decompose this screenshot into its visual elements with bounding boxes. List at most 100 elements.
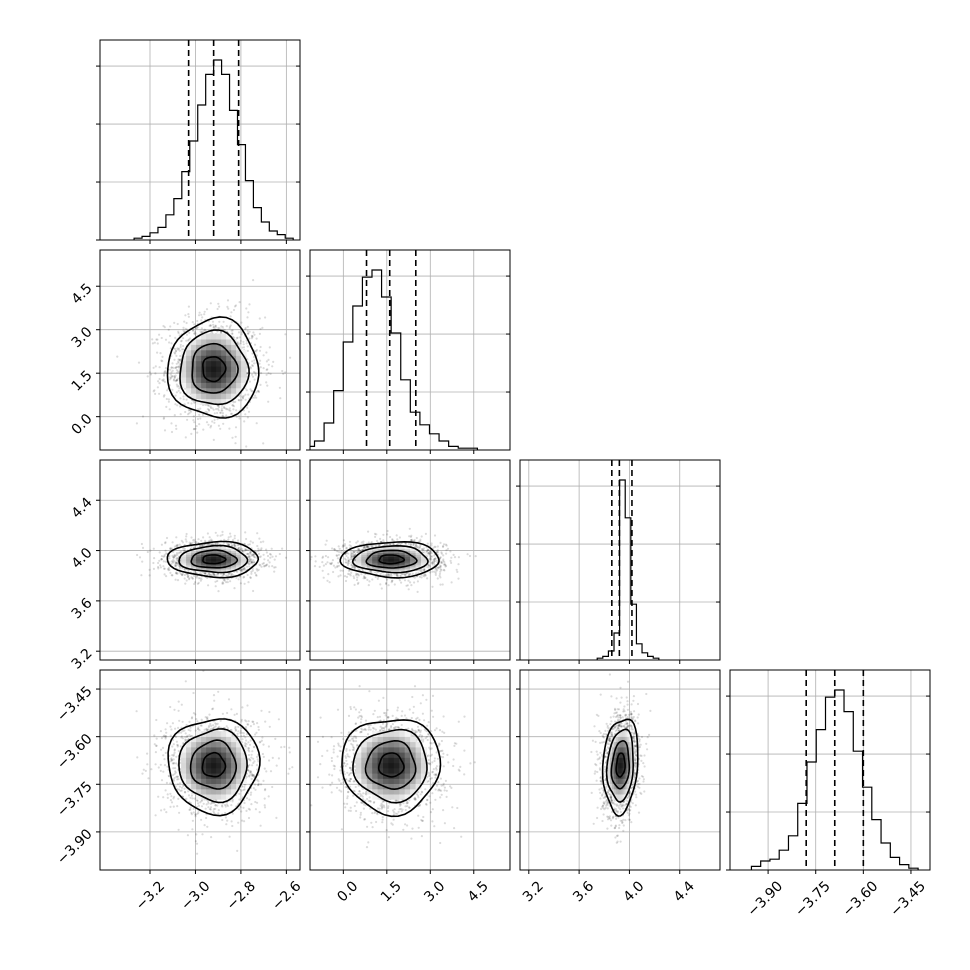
density-cell: [211, 360, 217, 367]
density-cell: [211, 339, 217, 345]
scatter-point: [249, 367, 252, 370]
scatter-point: [266, 563, 269, 566]
scatter-point: [227, 573, 230, 576]
scatter-point: [279, 397, 282, 400]
scatter-point: [179, 343, 182, 346]
scatter-point: [259, 383, 262, 386]
scatter-point: [238, 417, 241, 420]
scatter-point: [174, 394, 177, 397]
scatter-point: [252, 559, 255, 562]
density-cell: [186, 558, 192, 561]
scatter-point: [238, 336, 241, 339]
scatter-point: [218, 320, 221, 323]
scatter-point: [157, 565, 160, 569]
scatter-point: [233, 537, 236, 540]
scatter-point: [343, 544, 346, 547]
scatter-point: [415, 536, 418, 540]
scatter-point: [185, 532, 188, 536]
scatter-point: [400, 573, 404, 576]
scatter-point: [210, 573, 213, 576]
scatter-point: [162, 379, 165, 382]
scatter-point: [174, 403, 177, 406]
scatter-point: [170, 377, 173, 380]
scatter-point: [237, 331, 241, 334]
scatter-point: [232, 308, 236, 312]
scatter-point: [268, 561, 271, 564]
scatter-point: [254, 350, 257, 353]
scatter-point: [400, 581, 403, 584]
scatter-point: [389, 535, 392, 539]
scatter-point: [331, 559, 334, 562]
scatter-point: [395, 534, 398, 537]
scatter-point: [216, 579, 219, 583]
scatter-point: [250, 570, 253, 574]
scatter-point: [190, 402, 193, 405]
scatter-point: [178, 387, 181, 390]
scatter-point: [427, 552, 430, 555]
scatter-point: [184, 436, 187, 439]
scatter-point: [218, 327, 221, 330]
scatter-point: [220, 404, 224, 407]
scatter-point: [176, 544, 179, 547]
scatter-point: [433, 554, 436, 557]
y-tick-label: 3.0: [69, 324, 96, 351]
scatter-point: [355, 574, 358, 577]
density-cell: [196, 382, 202, 389]
scatter-point: [272, 360, 275, 363]
scatter-point: [253, 561, 256, 564]
scatter-point: [221, 575, 224, 578]
scatter-point: [234, 426, 238, 429]
scatter-point: [363, 575, 366, 578]
scatter-point: [256, 544, 259, 548]
density-cell: [211, 560, 217, 563]
scatter-point: [253, 555, 256, 559]
scatter-point: [222, 573, 225, 576]
scatter-point: [241, 549, 244, 553]
scatter-point: [436, 568, 439, 571]
scatter-panel-0-1: 0.01.53.04.5: [69, 249, 301, 454]
scatter-point: [215, 408, 218, 411]
scatter-point: [181, 573, 184, 577]
scatter-point: [322, 576, 325, 579]
scatter-point: [169, 347, 172, 350]
scatter-point: [151, 338, 154, 341]
scatter-point: [187, 339, 190, 342]
scatter-point: [255, 350, 258, 353]
scatter-point: [173, 375, 176, 379]
scatter-point: [433, 558, 436, 561]
scatter-point: [442, 543, 446, 546]
scatter-point: [332, 564, 335, 567]
scatter-point: [191, 577, 194, 580]
scatter-point: [431, 555, 434, 558]
scatter-point: [253, 362, 256, 365]
scatter-point: [223, 328, 226, 332]
scatter-point: [413, 576, 416, 579]
scatter-point: [350, 564, 353, 567]
scatter-point: [222, 328, 225, 331]
density-cell: [191, 377, 197, 383]
scatter-point: [245, 389, 248, 392]
scatter-point: [268, 552, 272, 556]
scatter-point: [382, 533, 385, 536]
scatter-point: [259, 327, 262, 331]
scatter-point: [170, 560, 173, 563]
scatter-point: [376, 577, 379, 581]
scatter-point: [164, 549, 167, 552]
scatter-point: [377, 544, 380, 547]
scatter-point: [375, 539, 379, 543]
scatter-point: [167, 566, 170, 570]
scatter-point: [247, 543, 250, 546]
scatter-point: [361, 548, 365, 551]
scatter-point: [271, 555, 274, 558]
histogram-1: [310, 269, 478, 450]
density-cell: [216, 558, 222, 561]
density-cell: [226, 550, 232, 554]
scatter-point: [176, 347, 179, 350]
scatter-point: [404, 574, 407, 577]
scatter-point: [249, 552, 252, 556]
scatter-point: [182, 337, 185, 340]
density-cell: [216, 382, 222, 389]
scatter-point: [225, 408, 228, 411]
scatter-point: [242, 409, 245, 412]
scatter-point: [336, 565, 339, 569]
